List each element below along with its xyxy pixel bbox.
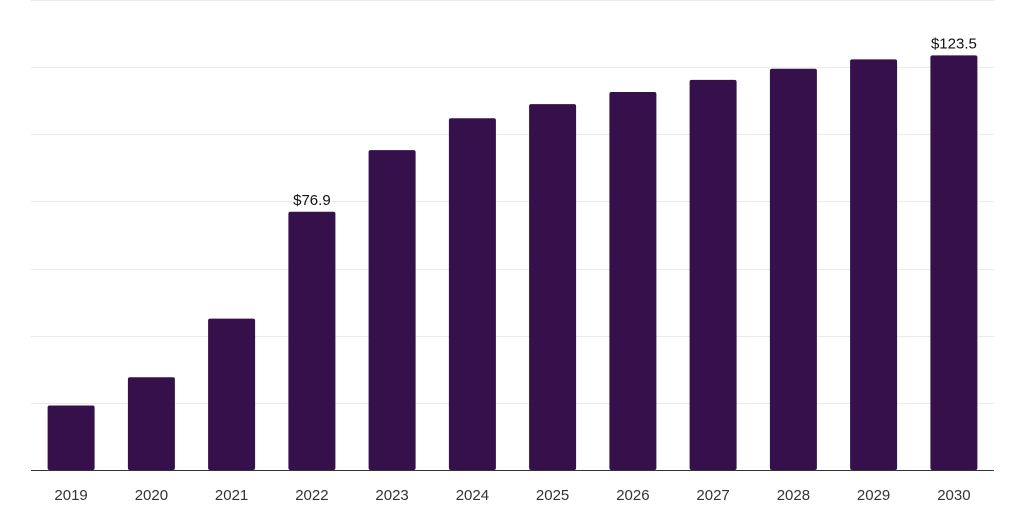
bar-2025: [529, 104, 577, 470]
x-tick-label-2021: 2021: [215, 487, 248, 504]
x-tick-label-2024: 2024: [456, 487, 489, 504]
x-tick-label-2028: 2028: [777, 487, 810, 504]
x-tick-labels: 2019 2020 2021 2022 2023 2024 2025 2026 2027 2028…: [54, 487, 970, 504]
x-tick-label-2020: 2020: [135, 487, 168, 504]
bar-2028: [769, 68, 817, 471]
bar-2029: [850, 59, 898, 471]
x-tick-label-2019: 2019: [54, 487, 87, 504]
bar-2020: [127, 377, 175, 470]
x-tick-label-2023: 2023: [375, 487, 408, 504]
data-label-2022: $76.9: [293, 192, 331, 209]
bar-2030: [930, 55, 978, 471]
x-tick-label-2030: 2030: [937, 487, 970, 504]
data-label-2030: $123.5: [931, 35, 977, 52]
bar-2024: [448, 118, 496, 470]
bar-2022: [288, 211, 336, 471]
x-tick-label-2025: 2025: [536, 487, 569, 504]
bar-2021: [208, 318, 256, 470]
bar-2019: [47, 405, 95, 470]
bar-2027: [689, 79, 737, 471]
x-tick-label-2029: 2029: [857, 487, 890, 504]
gridlines: [31, 0, 994, 404]
bar-2026: [609, 92, 657, 470]
x-tick-label-2027: 2027: [696, 487, 729, 504]
x-tick-label-2022: 2022: [295, 487, 328, 504]
x-tick-label-2026: 2026: [616, 487, 649, 504]
bar-2023: [368, 150, 416, 470]
data-labels: $76.9 $123.5: [293, 35, 977, 208]
bars: [47, 55, 978, 471]
